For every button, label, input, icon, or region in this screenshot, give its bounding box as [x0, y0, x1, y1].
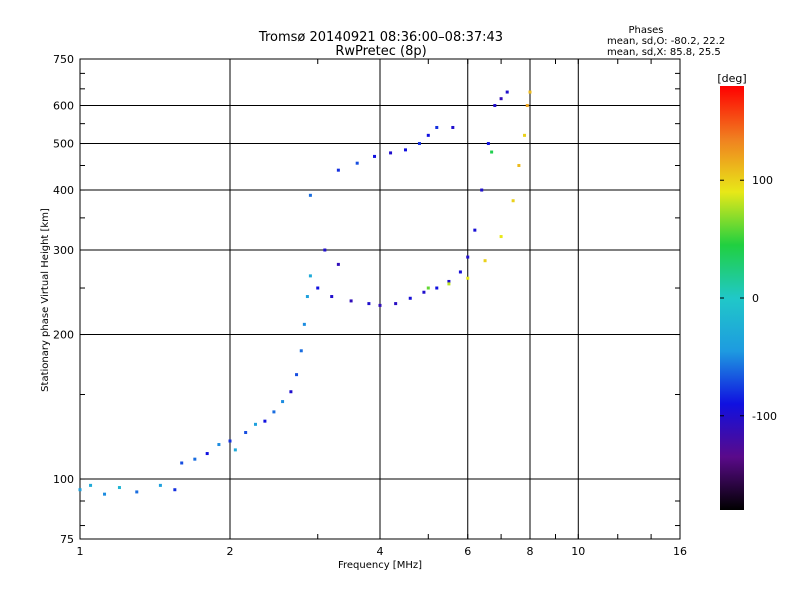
data-point: [355, 161, 359, 165]
data-point: [117, 486, 121, 490]
data-point: [193, 457, 197, 461]
data-point: [367, 302, 371, 306]
stats-line-o: mean, sd,O: -80.2, 22.2: [607, 36, 725, 47]
data-point: [435, 286, 439, 290]
x-tick-label: 1: [77, 545, 84, 558]
data-point: [417, 142, 421, 146]
data-point: [323, 248, 327, 252]
data-point: [308, 193, 312, 197]
colorbar-ticks: 100 0 -100: [720, 174, 777, 423]
y-axis-label: Stationary phase Virtual Height [km]: [40, 208, 51, 392]
data-point: [486, 142, 490, 146]
data-point: [466, 276, 470, 280]
chart-subtitle: RwPretec (8p): [335, 44, 426, 59]
x-tick-label: 2: [227, 545, 234, 558]
data-point: [480, 188, 484, 192]
axis-ticks: [79, 59, 681, 539]
x-tick-label: 8: [527, 545, 534, 558]
data-point: [78, 488, 82, 492]
data-point: [349, 299, 353, 303]
data-point: [378, 303, 382, 307]
data-point: [403, 148, 407, 152]
data-point: [473, 228, 477, 232]
y-tick-label: 750: [53, 53, 74, 66]
y-tick-label: 500: [53, 138, 74, 151]
data-point: [505, 90, 509, 94]
y-tick-label: 400: [53, 184, 74, 197]
colorbar-label: [deg]: [717, 72, 746, 85]
colorbar-tick-label: 0: [752, 292, 759, 305]
data-point: [173, 488, 177, 492]
data-point: [466, 255, 470, 259]
data-point: [523, 133, 527, 137]
data-point: [394, 302, 398, 306]
data-point: [483, 259, 487, 263]
data-point: [295, 373, 299, 377]
data-point: [281, 400, 285, 404]
data-point: [289, 390, 293, 394]
y-tick-labels: 75 100 200 300 400 500 600 750: [53, 53, 74, 546]
data-point: [233, 448, 237, 452]
data-point: [422, 290, 426, 294]
chart-title: Tromsø 20140921 08:36:00–08:37:43: [258, 30, 503, 45]
data-point: [528, 90, 532, 94]
data-point: [228, 439, 232, 443]
data-point: [490, 150, 494, 154]
data-point: [336, 262, 340, 266]
data-point: [316, 286, 320, 290]
data-point: [135, 490, 139, 494]
data-point: [511, 199, 515, 203]
data-point: [180, 461, 184, 465]
data-point: [435, 125, 439, 129]
data-point: [426, 133, 430, 137]
data-point: [330, 295, 334, 299]
data-point: [308, 274, 312, 278]
data-point: [205, 452, 209, 456]
x-axis-label: Frequency [MHz]: [338, 560, 422, 571]
data-point: [451, 125, 455, 129]
y-tick-label: 200: [53, 329, 74, 342]
stats-heading: Phases: [628, 25, 663, 36]
data-point: [499, 97, 503, 101]
data-point: [244, 431, 248, 435]
y-tick-label: 600: [53, 100, 74, 113]
data-point: [447, 282, 451, 286]
data-point: [336, 168, 340, 172]
data-point: [499, 235, 503, 239]
data-point: [302, 322, 306, 326]
data-point: [408, 296, 412, 300]
data-point: [272, 410, 276, 414]
data-point: [525, 104, 529, 108]
data-point: [493, 104, 497, 108]
y-tick-label: 300: [53, 244, 74, 257]
colorbar-tick-label: -100: [752, 410, 777, 423]
x-tick-labels: 1 2 4 6 8 10 16: [77, 545, 688, 558]
grid-lines: [80, 59, 680, 539]
y-tick-label: 75: [60, 533, 74, 546]
data-point: [158, 483, 162, 487]
x-tick-label: 16: [673, 545, 687, 558]
data-point: [426, 286, 430, 290]
data-point: [103, 492, 107, 496]
data-point: [373, 154, 377, 158]
data-point: [253, 422, 257, 426]
x-tick-label: 6: [464, 545, 471, 558]
data-point: [89, 483, 93, 487]
data-point: [299, 349, 303, 353]
data-points: [78, 90, 532, 496]
data-point: [447, 279, 451, 283]
data-point: [217, 443, 221, 447]
colorbar-tick-label: 100: [752, 174, 773, 187]
x-tick-label: 10: [571, 545, 585, 558]
data-point: [305, 295, 309, 299]
data-point: [458, 270, 462, 274]
stats-line-x: mean, sd,X: 85.8, 25.5: [607, 47, 721, 58]
data-point: [263, 419, 267, 423]
data-point: [517, 163, 521, 167]
x-tick-label: 4: [377, 545, 384, 558]
y-tick-label: 100: [53, 473, 74, 486]
data-point: [389, 151, 393, 155]
